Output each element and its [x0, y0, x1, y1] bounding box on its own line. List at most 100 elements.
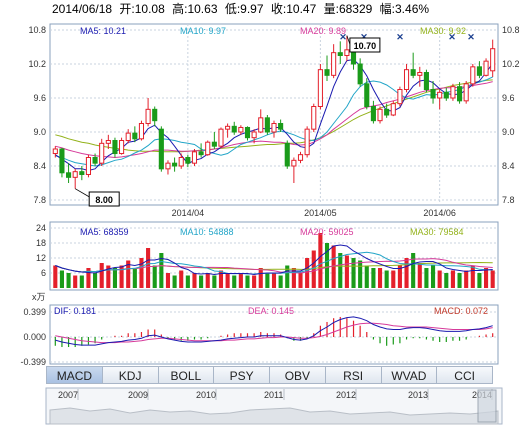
- tab-obv[interactable]: OBV: [270, 366, 326, 384]
- candle-body: [344, 49, 350, 56]
- candle-body: [119, 140, 125, 155]
- candle-body: [112, 140, 118, 155]
- event-marker-icon[interactable]: ✕: [360, 32, 368, 42]
- volume-bar: [139, 258, 144, 288]
- price-tick-label-right: 9.0: [502, 127, 515, 137]
- macd-tick-label: 0.000: [23, 332, 46, 342]
- event-marker-icon[interactable]: ✕: [396, 32, 404, 42]
- candle-body: [271, 123, 277, 133]
- volume-bar: [437, 270, 442, 288]
- volume-bar: [371, 268, 376, 288]
- candle-body: [59, 148, 65, 174]
- volume-bar: [225, 273, 230, 288]
- price-tick-label-right: 8.4: [502, 161, 515, 171]
- volume-bar: [205, 273, 210, 288]
- volume-bar: [384, 270, 389, 288]
- candle-body: [244, 126, 251, 139]
- volume-bar: [377, 268, 383, 288]
- candle-body: [152, 108, 158, 122]
- macd-legend-dea: DEA: 0.145: [248, 306, 294, 316]
- candle-body: [251, 131, 257, 139]
- volume-unit: x万: [32, 292, 46, 302]
- volume-bar: [73, 275, 78, 288]
- indicator-tabs: MACD KDJ BOLL PSY OBV RSI WVAD CCI: [46, 366, 493, 384]
- candle-body: [317, 69, 323, 107]
- navigator-year-label: 2009: [128, 390, 148, 400]
- candle-body: [185, 157, 191, 164]
- price-tick-label-right: 7.8: [502, 195, 515, 205]
- candle-body: [437, 91, 443, 99]
- candle-body: [450, 86, 456, 99]
- volume-bar: [490, 270, 495, 288]
- quote-change: 幅:3.46%: [380, 1, 430, 16]
- volume-bar: [464, 270, 469, 288]
- candle-body: [198, 151, 204, 156]
- candle-body: [231, 125, 237, 133]
- volume-ma5-line: [55, 244, 493, 276]
- volume-tick-label: 18: [36, 238, 46, 248]
- navigator-year-label: 2007: [58, 390, 78, 400]
- low-annotation-box: [88, 191, 120, 207]
- volume-bar: [271, 273, 277, 288]
- volume-bar: [146, 248, 151, 288]
- candle-body: [430, 89, 436, 99]
- tab-rsi[interactable]: RSI: [325, 366, 382, 384]
- tab-cci[interactable]: CCI: [437, 366, 493, 384]
- candle-body: [79, 171, 85, 176]
- volume-legend: MA5: 68359 MA10: 54888 MA20: 59025 MA30: 79…: [80, 227, 464, 237]
- macd-legend: DIF: 0.181 DEA: 0.145 MACD: 0.072: [54, 306, 488, 316]
- date-axis: 2014/04 2014/05 2014/06: [172, 208, 456, 218]
- candle-body: [52, 148, 58, 155]
- high-annotation-box: [349, 37, 381, 53]
- event-marker-icon[interactable]: ✕: [339, 32, 347, 42]
- volume-bar: [112, 268, 118, 288]
- candle-body: [138, 123, 145, 140]
- tab-macd[interactable]: MACD: [47, 366, 103, 384]
- navigator-selection[interactable]: [477, 389, 497, 423]
- high-annotation-label: 10.70: [354, 41, 377, 51]
- candle-body: [238, 126, 244, 133]
- candle-body: [311, 106, 317, 130]
- volume-bar: [397, 265, 402, 288]
- volume-bar: [424, 268, 429, 288]
- volume-bar: [86, 268, 91, 288]
- candle-body: [191, 151, 198, 164]
- volume-bars: [53, 233, 495, 288]
- navigator-year-label: 2010: [196, 390, 216, 400]
- volume-bar: [159, 253, 164, 288]
- candle-body: [483, 60, 489, 76]
- tab-psy[interactable]: PSY: [214, 366, 270, 384]
- volume-bar: [79, 275, 84, 288]
- volume-tick-label: 12: [36, 253, 46, 263]
- candle-body: [410, 69, 416, 76]
- quote-high: 高:10.63: [172, 1, 218, 16]
- candle-body: [178, 157, 184, 167]
- price-tick-label-left: 9.6: [33, 93, 46, 103]
- volume-bar: [291, 268, 296, 288]
- volume-bar: [59, 270, 64, 288]
- event-marker-icon[interactable]: ✕: [448, 32, 456, 42]
- macd-histogram: [54, 316, 494, 348]
- volume-y-axis: 24 18 12 6: [36, 223, 46, 278]
- price-legend-ma10: MA10: 9.97: [180, 26, 226, 36]
- volume-bar: [364, 265, 369, 288]
- volume-bar: [106, 265, 111, 288]
- candle-body: [377, 108, 383, 122]
- volume-bar: [126, 260, 131, 288]
- candle-body: [337, 52, 343, 57]
- date-tick-label: 2014/04: [172, 208, 205, 218]
- low-annotation-pointer: [74, 188, 92, 199]
- candle-body: [284, 142, 290, 167]
- candle-body: [463, 83, 469, 102]
- tab-boll[interactable]: BOLL: [158, 366, 215, 384]
- price-tick-label-left: 10.2: [28, 59, 46, 69]
- volume-bar: [318, 233, 323, 288]
- event-marker-icon[interactable]: ✕: [467, 32, 475, 42]
- tab-kdj[interactable]: KDJ: [102, 366, 159, 384]
- candle-body: [85, 157, 92, 175]
- tab-wvad[interactable]: WVAD: [381, 366, 438, 384]
- volume-bar: [285, 265, 290, 288]
- candle-body: [423, 72, 429, 90]
- candle-body: [390, 103, 396, 116]
- volume-bar: [344, 255, 349, 288]
